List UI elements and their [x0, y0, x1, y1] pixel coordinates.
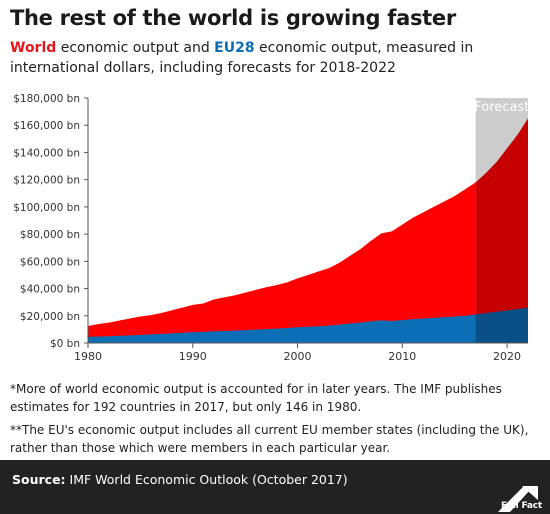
world-area [88, 182, 476, 343]
y-tick-label: $60,000 bn [20, 256, 80, 268]
footnotes: *More of world economic output is accoun… [10, 380, 540, 462]
source-label: Source: [12, 472, 66, 487]
world-forecast-area [475, 118, 528, 343]
x-tick-label: 2010 [388, 350, 416, 363]
eu-legend-label: EU28 [214, 40, 255, 56]
x-tick-label: 1980 [74, 350, 102, 363]
x-tick-label: 1990 [179, 350, 207, 363]
footnote-coverage: *More of world economic output is accoun… [10, 382, 502, 414]
eu28-area [88, 314, 476, 343]
source-line: Source: IMF World Economic Outlook (Octo… [12, 472, 348, 487]
x-tick-label: 2000 [284, 350, 312, 363]
y-tick-label: $0 bn [50, 338, 80, 350]
y-tick-label: $100,000 bn [13, 202, 80, 214]
subtitle-text-2: economic output, measured in internation… [10, 40, 474, 76]
subtitle-text-1: economic output and [56, 40, 215, 56]
chart-title: The rest of the world is growing faster [10, 6, 456, 30]
chart-subtitle: World economic output and EU28 economic … [10, 38, 540, 78]
footer-bar: Source: IMF World Economic Outlook (Octo… [0, 460, 550, 514]
full-fact-logo: Full Fact [501, 501, 542, 511]
y-tick-label: $140,000 bn [13, 147, 80, 159]
y-tick-label: $80,000 bn [20, 229, 80, 241]
y-tick-label: $40,000 bn [20, 284, 80, 296]
area-chart: Forecast $0 bn $20,000 bn $40,000 bn $60,000… [13, 93, 529, 363]
eu28-forecast-area [475, 307, 528, 343]
footnote-eu-membership: **The EU's economic output includes all … [10, 423, 529, 455]
y-tick-label: $120,000 bn [13, 175, 80, 187]
x-tick-label: 2020 [493, 350, 521, 363]
y-tick-label: $180,000 bn [13, 93, 80, 105]
forecast-label: Forecast [474, 100, 529, 115]
world-legend-label: World [10, 40, 57, 56]
y-tick-label: $20,000 bn [20, 311, 80, 323]
source-text: IMF World Economic Outlook (October 2017… [65, 472, 348, 487]
full-fact-logo-icon [498, 486, 538, 512]
y-tick-label: $160,000 bn [13, 120, 80, 132]
